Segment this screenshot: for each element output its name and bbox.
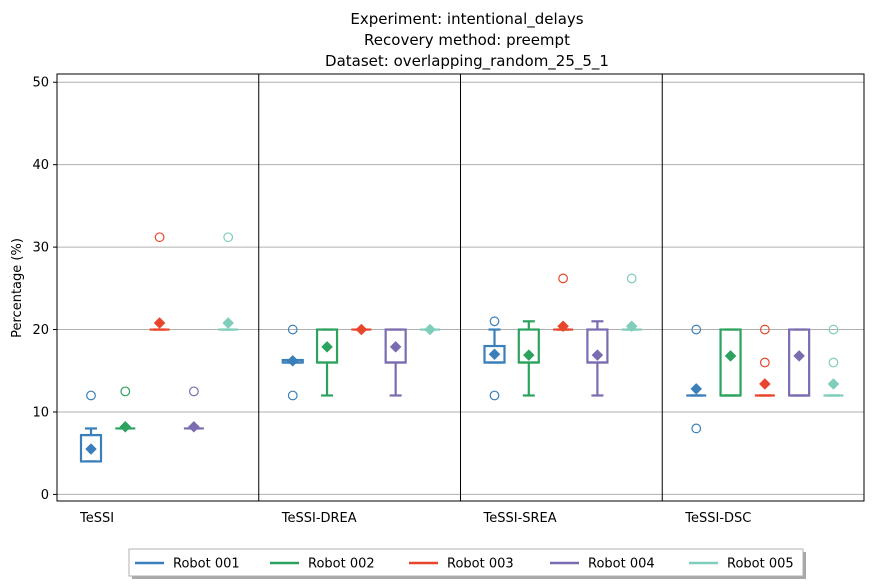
mean-marker [690, 383, 703, 395]
flier-point [759, 324, 770, 335]
flier-point [759, 357, 770, 368]
box-rect [719, 328, 742, 397]
group-dividers [258, 74, 663, 501]
mean-marker [557, 320, 569, 333]
flier-point [223, 232, 234, 243]
box-2-3 [754, 324, 775, 397]
title-line: Recovery method: preempt [364, 31, 570, 49]
y-tick-label: 40 [32, 158, 49, 173]
box-1-2 [517, 320, 540, 397]
box-1-3 [719, 328, 742, 397]
group-label: TeSSI-DREA [281, 511, 357, 526]
mean-marker [119, 420, 132, 433]
flier-point [558, 273, 568, 284]
mean-marker [488, 348, 501, 361]
flier-point [691, 324, 702, 335]
box-0-3 [686, 324, 707, 434]
box-3-1 [384, 328, 407, 397]
y-axis-ticks: 0 10 20 30 40 50 [32, 76, 57, 503]
flier-point [154, 232, 165, 243]
y-tick-label: 50 [32, 76, 49, 91]
y-tick-label: 20 [32, 323, 49, 338]
box-3-3 [788, 328, 811, 397]
box-2-2 [553, 273, 574, 333]
flier-point [489, 316, 500, 327]
chart-title: Experiment: intentional_delays Recovery … [325, 10, 609, 71]
title-line: Experiment: intentional_delays [350, 10, 583, 29]
mean-marker [222, 317, 235, 329]
group-label: TeSSI [79, 511, 114, 526]
legend: Robot 001 Robot 002 Robot 003 Robot 004 Robo… [128, 548, 806, 579]
box-0-1 [281, 324, 304, 401]
flier-point [626, 273, 637, 284]
mean-marker [793, 350, 806, 362]
flier-point [120, 386, 131, 397]
box-4-3 [823, 324, 844, 397]
mean-marker [591, 349, 604, 361]
y-tick-label: 0 [41, 488, 49, 503]
box-2-1 [351, 323, 372, 336]
mean-marker [85, 443, 97, 455]
box-3-2 [586, 320, 609, 397]
flier-point [828, 357, 839, 368]
mean-marker [758, 378, 771, 390]
box-3-0 [183, 386, 204, 433]
y-axis-label: Percentage (%) [10, 238, 25, 338]
box-1-0 [115, 386, 136, 433]
box-4-0 [218, 232, 239, 331]
mean-marker [625, 320, 638, 333]
flier-point [287, 324, 298, 335]
y-tick-label: 10 [32, 405, 49, 420]
group-labels: TeSSI TeSSI-DREA TeSSI-SREA TeSSI-DSC [79, 511, 751, 526]
plot-frame [56, 73, 865, 502]
mean-marker [522, 349, 535, 361]
mean-marker [321, 340, 333, 353]
flier-point [489, 390, 500, 401]
mean-marker [188, 420, 200, 433]
flier-point [86, 390, 96, 401]
mean-marker [153, 317, 166, 329]
mean-marker [355, 323, 368, 336]
box-2-0 [149, 232, 170, 331]
y-tick-label: 30 [32, 241, 49, 256]
mean-marker [724, 350, 737, 362]
flier-point [828, 324, 839, 335]
flier-point [188, 386, 199, 397]
box-0-0 [79, 390, 103, 463]
mean-marker [827, 378, 840, 390]
title-line: Dataset: overlapping_random_25_5_1 [325, 52, 609, 71]
box-rect [788, 328, 811, 397]
box-4-2 [621, 273, 642, 333]
legend-label: Robot 004 [588, 557, 655, 572]
legend-label: Robot 003 [447, 557, 514, 572]
group-label: TeSSI-DSC [684, 511, 751, 526]
box-0-2 [483, 316, 506, 401]
mean-marker [389, 340, 402, 353]
box-layer [79, 232, 844, 463]
mean-marker [424, 323, 436, 336]
legend-label: Robot 002 [308, 557, 375, 572]
flier-point [287, 390, 298, 401]
legend-label: Robot 001 [173, 557, 240, 572]
legend-label: Robot 005 [727, 557, 794, 572]
flier-point [691, 423, 702, 434]
box-4-1 [419, 323, 440, 336]
group-label: TeSSI-SREA [483, 511, 557, 526]
mean-marker [286, 355, 299, 367]
box-1-1 [315, 328, 339, 397]
